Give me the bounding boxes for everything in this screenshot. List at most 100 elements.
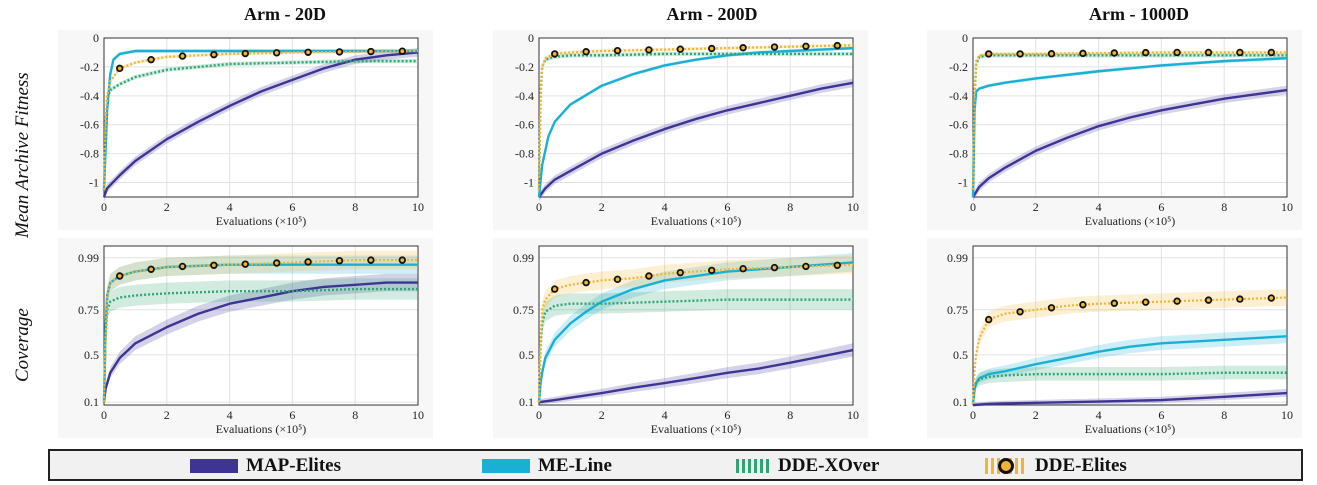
series-line-dde-elites [102,259,418,403]
legend: MAP-Elites ME-Line DDE-XOver DDE-Elites [48,449,1303,481]
x-tick-label: 0 [101,200,107,214]
dde-elites-marker [272,259,281,267]
x-tick-label: 6 [1158,200,1164,214]
x-tick-label: 10 [1281,408,1293,422]
y-tick-label: -0.2 [949,60,968,74]
me-line-swatch-icon [482,459,530,473]
plot-frame [972,37,1288,198]
y-tick-label: -0.6 [515,118,534,132]
series-band-dde-elites [973,289,1287,406]
dde-elites-marker [241,49,249,58]
x-tick-label: 6 [724,200,730,214]
dde-elites-marker [1236,295,1244,303]
dde-elites-marker [210,50,218,59]
series-line-map-elites [538,348,854,404]
dde-elites-marker [1016,50,1024,58]
series-line-dde-xover [537,298,853,403]
dde-elites-marker [1047,50,1056,58]
dde-elites-marker [770,263,779,272]
dde-elites-marker [802,262,810,271]
x-tick-label: 6 [289,200,295,214]
x-tick-label: 10 [412,408,424,422]
col-title-2: Arm - 200D [666,4,758,24]
y-tick-label: -0.4 [515,89,534,103]
dde-elites-marker [802,42,810,51]
dde-elites-marker [1047,304,1056,312]
plot-frame [538,245,854,406]
x-tick-label: 6 [289,408,295,422]
x-tick-label: 4 [1096,408,1102,422]
y-tick-label: 0.5 [953,348,968,362]
dde-elites-marker [707,266,716,275]
dde-elites-marker [676,268,684,277]
y-tick-label: 0 [93,31,99,45]
chart-fitness-20d: 0 2 4 6 8 10 0 -0.2 -0.4 -0.6 -0.8 -1 Evaluations (×… [58,30,433,230]
dde-elites-marker [398,256,406,264]
dde-elites-marker [1110,299,1118,307]
y-tick-label: -0.8 [515,147,534,161]
dde-elites-marker [367,256,375,264]
plot-frame [972,245,1288,406]
dde-elites-marker [116,272,124,280]
dde-elites-marker [676,45,684,53]
legend-item-me-line: ME-Line [482,454,612,478]
series-line-dde-xover [102,287,418,403]
dde-elites-marker [241,260,249,268]
x-axis-label: Evaluations (×10⁵) [1085,214,1176,228]
dde-elites-marker [1236,48,1244,57]
series-band-dde-xover [973,365,1287,407]
y-tick-label: 0.1 [84,395,99,409]
series-line-dde-elites [537,44,854,190]
dde-elites-marker [210,261,218,269]
plot-frame [538,37,854,198]
col-title-1: Arm - 20D [244,4,326,24]
dde-elites-marker [582,48,590,56]
chart-fitness-200d: 0 2 4 6 8 10 0 -0.2 -0.4 -0.6 -0.8 -1 Evaluations (×… [493,30,868,230]
y-tick-label: 0.75 [513,303,534,317]
x-tick-label: 8 [352,408,358,422]
y-tick-label: 0 [962,31,968,45]
dde-elites-marker [985,50,993,58]
legend-label: MAP-Elites [246,455,341,476]
dde-elites-marker [1141,298,1150,306]
x-tick-label: 4 [227,408,233,422]
x-tick-label: 0 [970,408,976,422]
dde-elites-marker [398,47,406,55]
dde-elites-marker [1173,48,1181,57]
series-line-me-line [537,46,854,198]
y-tick-label: -0.6 [80,118,99,132]
x-tick-label: 2 [1033,200,1039,214]
series-line-map-elites [102,281,418,403]
series-band-dde-xover [104,278,418,405]
col-title-3: Arm - 1000D [1089,4,1189,24]
x-tick-label: 8 [787,200,793,214]
plot-frame [103,37,419,198]
plot-area [103,37,419,198]
x-axis-label: Evaluations (×10⁵) [216,214,307,228]
dde-elites-marker [335,256,344,265]
x-tick-label: 4 [662,200,668,214]
x-tick-label: 2 [1033,408,1039,422]
x-tick-label: 4 [227,200,233,214]
x-tick-label: 0 [101,408,107,422]
series-line-dde-xover [971,54,1287,190]
chart-coverage-20d: 0 2 4 6 8 10 0.1 0.5 0.75 0.99 Evaluations (×10⁵) [58,238,433,438]
series-line-me-line [971,335,1288,405]
y-tick-label: 0.75 [78,303,99,317]
dde-elites-marker [770,43,779,51]
y-tick-label: -0.6 [949,118,968,132]
y-tick-label: 0.1 [519,395,534,409]
dde-elites-marker [707,44,716,53]
dde-elites-marker [551,285,559,293]
series-line-dde-elites [102,49,419,190]
dde-elites-marker [582,278,590,287]
dde-elites-marker [833,41,841,50]
dde-elites-marker [147,265,155,273]
chart-coverage-200d: 0 2 4 6 8 10 0.1 0.5 0.75 0.99 Evaluations (×10⁵) [493,238,868,438]
dde-elites-marker [335,48,344,56]
x-tick-label: 8 [1221,408,1227,422]
series-band-me-line [539,253,853,405]
x-axis-label: Evaluations (×10⁵) [1085,422,1176,436]
legend-label: ME-Line [538,455,612,476]
series-line-dde-xover [971,371,1287,405]
